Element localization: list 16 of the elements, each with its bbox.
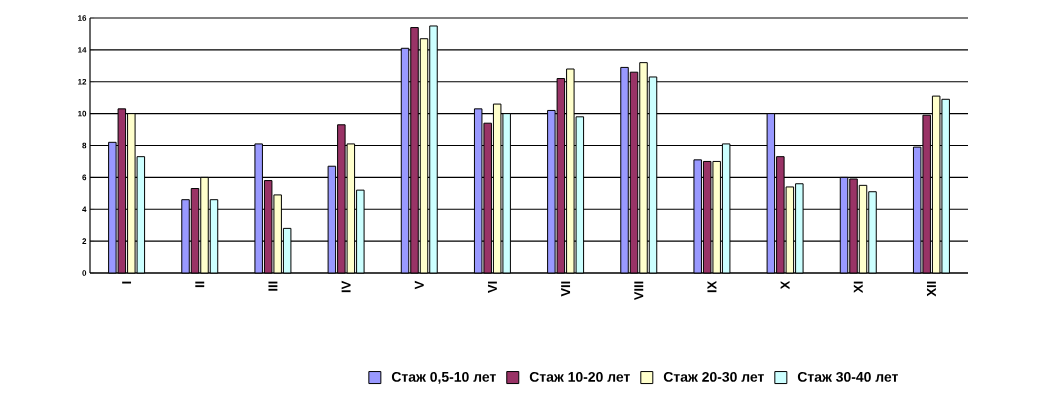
x-tick-label: XII (926, 281, 936, 297)
x-tick-label: III (268, 281, 278, 291)
x-tick-label: I (122, 281, 132, 284)
x-tick-label: II (195, 281, 205, 288)
x-tick-label: VIII (634, 281, 644, 301)
x-tick-label: VII (561, 281, 571, 297)
x-tick-label: V (414, 280, 424, 290)
legend-label: Стаж 20-30 лет (663, 371, 764, 382)
legend-label: Стаж 30-40 лет (797, 371, 898, 382)
x-tick-label: IX (707, 280, 717, 293)
legend-label: Стаж 0,5-10 лет (391, 371, 496, 384)
x-tick-label: VI (487, 281, 497, 293)
x-tick-label: XI (853, 281, 863, 293)
x-tick-label: IV (341, 280, 351, 293)
x-tick-label: X (780, 280, 790, 290)
legend-label: Стаж 10-20 лет (529, 371, 630, 382)
